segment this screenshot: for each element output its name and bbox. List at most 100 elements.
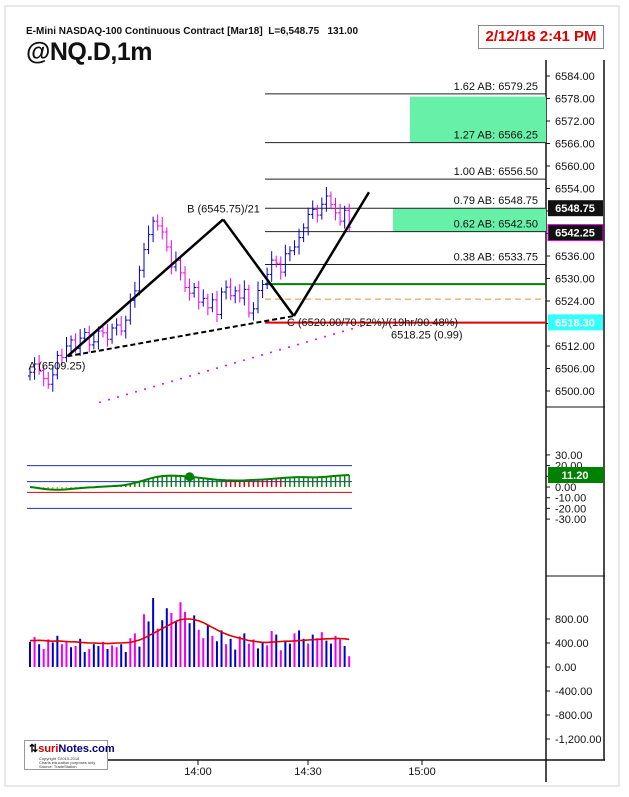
price-tag-box-0 [548,200,603,217]
point-c-label: C (6520.00/70.52%)/(19hr/90.48%) [287,317,458,329]
volume-bar [115,647,118,667]
volume-bar [29,641,31,667]
volume-bar [70,647,73,667]
volume-bar [174,621,177,667]
time-tick-label: 14:00 [184,766,212,778]
volume-bar [56,635,59,667]
fib-label-3: 0.79 AB: 6548.75 [454,195,538,207]
volume-tick-label: -400.00 [555,686,592,698]
price-tick-label: 6506.00 [555,364,595,376]
ma-point [198,372,200,375]
volume-bar [170,613,173,667]
ma-point [342,330,344,333]
ma-point [234,361,236,364]
logo-line-2: Charts education purposes only [39,760,96,765]
volume-bar [202,638,205,667]
harmonic-pattern: A (6509.25) B (6545.75)/21 C (6520.00/70.5… [28,191,463,372]
price-tag-box-1 [547,224,604,242]
volume-bar [120,644,123,667]
fib-levels: 1.62 AB: 6579.25 1.27 AB: 6566.25 1.00 AB:… [265,81,546,265]
ma-point [351,327,353,330]
osc-tick-label: -20.00 [555,503,586,515]
volume-bar [193,615,196,667]
volume-bar [252,639,255,667]
leg-cd [292,191,371,317]
volume-bar [279,650,282,667]
target-zones [393,96,546,232]
volume-bar [307,643,310,667]
price-tick-label: 6560.00 [555,161,595,173]
volume-bar [33,637,36,667]
volume-bar [238,636,241,667]
volume-bar [133,633,136,667]
ma-point [270,351,272,354]
volume-bar [348,656,351,667]
volume-bar [38,644,41,667]
time-tick-label: 15:00 [408,766,436,778]
price-tick-label: 6524.00 [555,296,595,308]
fib-label-1: 1.27 AB: 6566.25 [454,130,538,142]
price-tag-label-1: 6542.25 [555,228,595,240]
volume-bar [206,625,209,667]
price-tag-box-2 [548,314,603,331]
volume-bar [97,646,100,667]
fib-label-4: 0.62 AB: 6542.50 [454,219,538,231]
volume-bar [42,649,45,667]
outer-border [4,5,620,787]
time-tick-label: 14:30 [294,766,322,778]
price-tag-label-0: 6548.75 [555,203,595,215]
volume-bar [47,639,50,667]
logo-line-1: Copyright ©2010-2018 [39,756,80,761]
fib-label-5: 0.38 AB: 6533.75 [454,251,538,263]
volume-bar [215,641,218,667]
volume-avg-line [30,618,350,645]
leg-ac-dashed [67,315,295,358]
volume-bar [138,646,141,667]
volume-bar [234,649,237,667]
price-tick-label: 6566.00 [555,139,595,151]
volume-bar [188,623,191,667]
volume-bar [74,646,77,667]
price-tick-label: 6584.00 [555,71,595,83]
ma-point [117,396,119,398]
volume-bar [298,630,301,667]
ma-point [360,325,362,328]
ma-point [261,354,263,356]
osc-tick-label: -30.00 [555,514,586,526]
volume-bar [284,641,287,667]
volume-bar [124,652,127,667]
logo-text: ⇅suriNotes.com [29,743,115,755]
volume-bar [302,638,305,667]
volume-bar [225,644,228,667]
red-line-annotation: 6518.25 (0.99) [391,330,463,342]
volume-panel: 800.00 400.00 0.00 -400.00 -800.00 -1,200.00 [29,598,601,746]
volume-bar [257,648,259,667]
volume-bar [143,614,145,667]
volume-bar [165,608,168,667]
osc-cross-marker [185,472,195,482]
volume-bar [111,645,114,667]
volume-bar [229,638,232,667]
target-zone-0 [410,96,546,143]
ma-point [279,348,281,351]
leg-bc [222,218,295,317]
volume-bar [51,642,54,667]
symbol-title: @NQ.D,1m [26,38,152,66]
volume-bar [243,633,246,667]
last-price: L=6,548.75 [268,26,320,37]
volume-bar [334,635,337,667]
ma-point [153,385,155,388]
ma-point [162,382,164,385]
volume-bar [60,644,63,667]
logo-arrow-icon: ⇅ [29,743,39,755]
osc-tick-label: 30.00 [555,450,583,462]
volume-bar [79,638,82,667]
target-zone-1 [393,208,546,232]
price-tick-label: 6512.00 [555,341,595,353]
volume-bar [329,643,332,667]
net-change: 131.00 [327,26,359,37]
price-tags: 6548.75 6542.25 6518.30 [547,200,604,331]
ma-point [216,367,218,370]
